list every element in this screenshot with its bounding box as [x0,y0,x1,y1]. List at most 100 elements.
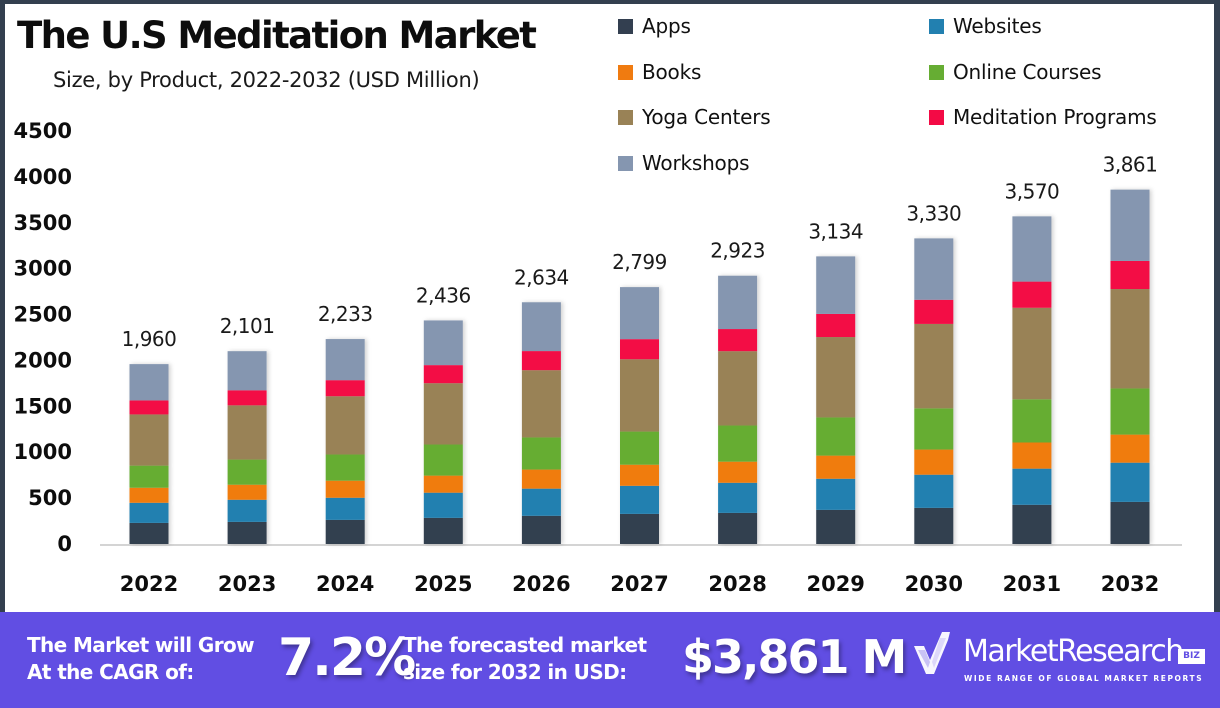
x-axis: 2022 2023 2024 2025 2026 2027 2028 2029 2030 2031… [120,572,1159,596]
bar-segment-apps-2024 [325,519,365,544]
bar-2024 [325,339,365,544]
bar-segment-online-courses-2025 [423,444,463,476]
bar-segment-workshops-2026 [521,302,561,352]
total-label-2023: 2,101 [220,314,275,338]
legend-swatch-meditation-programs [929,109,944,125]
bar-segment-yoga-centers-2028 [718,351,758,426]
bar-segment-online-courses-2027 [620,431,659,465]
bar-segment-yoga-centers-2029 [816,337,856,418]
bar-segment-online-courses-2031 [1012,399,1052,443]
bar-segment-websites-2032 [1110,462,1150,502]
bar-segment-meditation-programs-2031 [1012,281,1052,308]
bar-segment-online-courses-2030 [914,408,954,450]
bar-segment-meditation-programs-2025 [423,365,463,384]
y-tick-label: 0 [57,532,72,556]
bar-segment-books-2027 [620,464,659,486]
x-tick-label-2030: 2030 [905,572,963,596]
bar-segment-workshops-2029 [816,256,856,314]
bar-segment-websites-2031 [1012,468,1052,505]
bar-segment-yoga-centers-2025 [423,383,463,445]
bar-segment-meditation-programs-2026 [521,351,561,371]
bar-segment-books-2028 [718,461,758,483]
bar-segment-websites-2026 [521,488,561,516]
total-label-2025: 2,436 [416,283,471,307]
y-tick-label: 3500 [14,211,72,235]
total-label-2030: 3,330 [906,201,961,225]
bar-segment-apps-2028 [718,512,758,544]
bar-segment-meditation-programs-2024 [325,380,365,397]
forecast-text-line1: The forecasted market [403,633,647,657]
bar-segment-meditation-programs-2022 [129,400,169,415]
bar-segment-websites-2030 [914,474,954,508]
bar-segment-online-courses-2029 [816,417,856,456]
bar-segment-meditation-programs-2023 [227,390,267,406]
x-tick-label-2029: 2029 [806,572,864,596]
bar-segment-books-2022 [129,487,169,503]
x-tick-label-2022: 2022 [120,572,178,596]
total-label-2028: 2,923 [710,239,765,263]
bar-2025 [423,320,463,544]
bar-segment-websites-2024 [325,497,365,520]
bar-segment-online-courses-2022 [129,465,169,488]
cagr-description: The Market will Grow At the CAGR of: [27,632,255,686]
x-tick-label-2031: 2031 [1003,572,1061,596]
x-tick-label-2026: 2026 [512,572,570,596]
forecast-description: The forecasted market size for 2032 in U… [403,632,647,686]
bar-segment-websites-2028 [718,482,758,513]
bar-2022 [129,364,169,544]
bar-segment-workshops-2024 [325,339,365,381]
bar-2026 [521,302,561,544]
y-tick-label: 4500 [14,119,72,143]
legend-item-online-courses: Online Courses [929,60,1102,84]
y-tick-label: 3000 [14,257,72,281]
bar-segment-workshops-2022 [129,364,169,401]
bar-segment-books-2029 [816,455,856,479]
bar-2032 [1110,189,1150,544]
bar-segment-workshops-2030 [914,238,954,300]
bar-segment-yoga-centers-2024 [325,396,365,455]
bar-segment-yoga-centers-2026 [521,370,561,438]
y-axis: 0 500 1000 1500 2000 2500 3000 3500 4000 4500 [14,119,72,556]
total-label-2032: 3,861 [1103,153,1158,177]
bar-2029 [816,256,856,544]
total-label-2027: 2,799 [612,250,667,274]
bar-segment-books-2030 [914,449,954,475]
x-tick-label-2032: 2032 [1101,572,1159,596]
bar-segment-online-courses-2028 [718,425,758,462]
forecast-value: $3,861 M [682,630,907,684]
cagr-text-line1: The Market will Grow [27,633,255,657]
forecast-text-line2: size for 2032 in USD: [403,660,627,684]
bar-2027 [620,287,659,544]
legend-label: Yoga Centers [642,105,771,129]
bar-segment-online-courses-2032 [1110,388,1150,435]
y-tick-label: 2000 [14,348,72,372]
cagr-text-line2: At the CAGR of: [27,660,194,684]
bar-segment-books-2024 [325,480,365,498]
bar-2030 [914,238,954,544]
bar-segment-yoga-centers-2031 [1012,307,1052,400]
bar-segment-online-courses-2024 [325,454,365,481]
summary-banner: The Market will Grow At the CAGR of: 7.2… [0,612,1220,708]
bar-segment-books-2025 [423,475,463,493]
bar-segment-workshops-2027 [620,287,659,340]
bar-segment-meditation-programs-2028 [718,329,758,352]
cagr-value: 7.2% [278,628,416,688]
legend-item-meditation-programs: Meditation Programs [929,105,1157,129]
bars [129,189,1150,544]
bar-segment-online-courses-2023 [227,459,267,485]
bar-2023 [227,351,267,544]
chart-subtitle: Size, by Product, 2022-2032 (USD Million… [53,68,480,92]
bar-segment-apps-2029 [816,509,856,544]
bar-segment-books-2026 [521,469,561,489]
bar-segment-books-2032 [1110,434,1150,463]
legend-swatch-yoga-centers [618,109,633,125]
bar-2031 [1012,216,1052,544]
bar-segment-books-2023 [227,484,267,500]
legend: Apps Websites Books Online Courses Yoga … [618,14,1218,184]
legend-label: Online Courses [953,60,1102,84]
bar-segment-websites-2025 [423,492,463,518]
bar-segment-websites-2029 [816,478,856,510]
bar-segment-apps-2027 [620,513,659,544]
x-tick-label-2028: 2028 [708,572,766,596]
legend-label: Apps [642,14,691,38]
